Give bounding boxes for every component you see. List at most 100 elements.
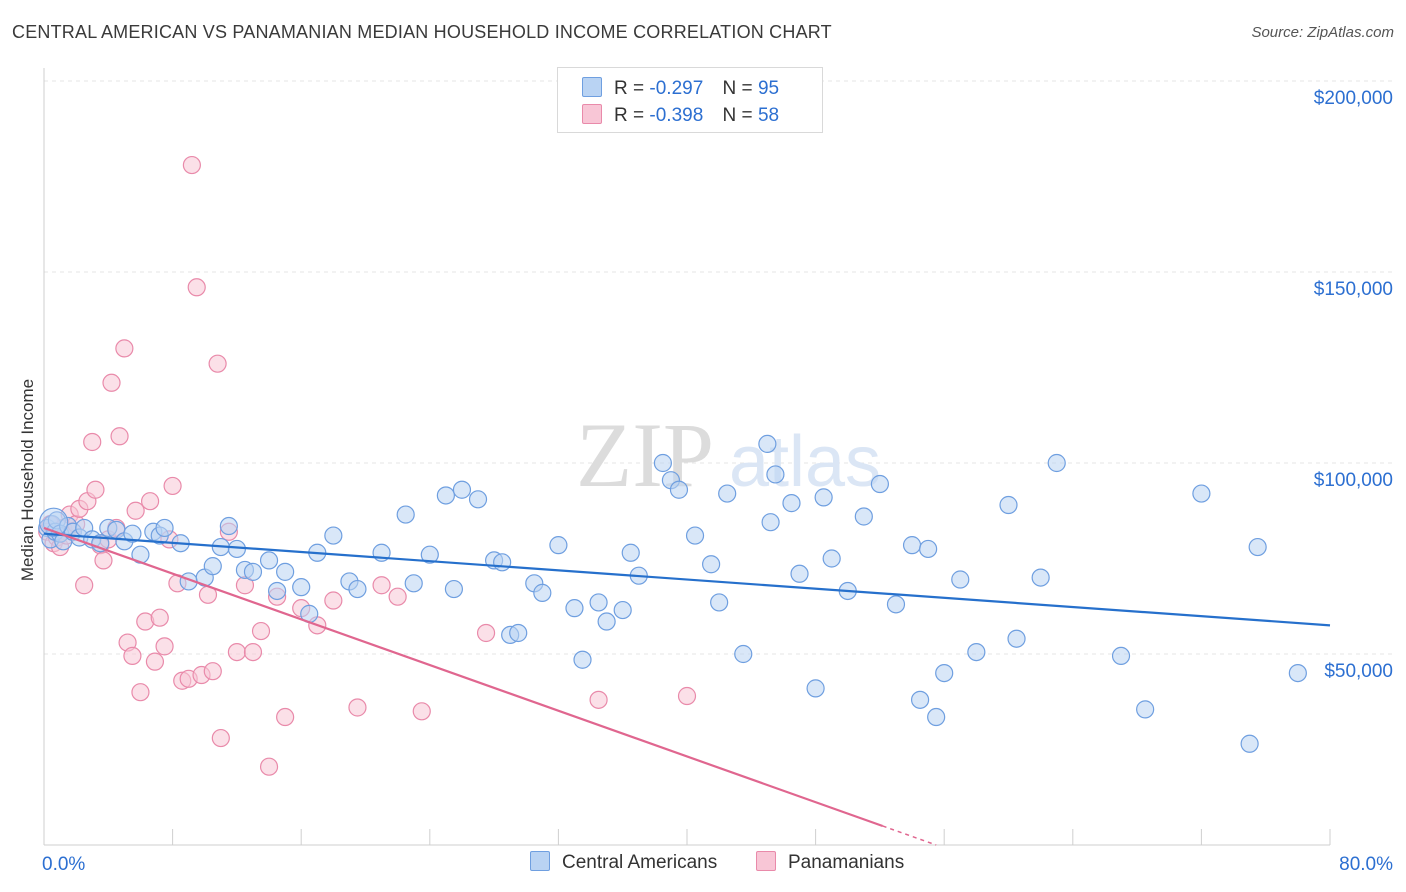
data-point-panamanians <box>145 652 165 671</box>
data-point-central-americans <box>396 505 415 524</box>
data-point-central-americans <box>718 484 737 503</box>
data-point-central-americans <box>854 507 873 526</box>
trend-line-panamanians-extension <box>882 825 937 846</box>
blue-swatch <box>530 851 550 871</box>
data-point-central-americans <box>967 642 986 662</box>
data-point-central-americans <box>573 650 592 669</box>
y-axis-label-wrap: Median Household Income <box>16 190 40 770</box>
r-value: -0.297 <box>649 78 704 99</box>
data-point-central-americans <box>348 579 367 599</box>
data-point-panamanians <box>259 757 279 776</box>
trend-line-central-americans <box>43 532 1331 627</box>
data-point-central-americans <box>227 539 246 559</box>
data-point-central-americans <box>782 494 801 513</box>
blue-swatch <box>582 77 602 97</box>
legend-item-central-americans: Central Americans <box>530 851 717 874</box>
data-point-panamanians <box>131 683 150 702</box>
watermark-atlas: atlas <box>729 422 881 502</box>
data-point-central-americans <box>902 536 922 555</box>
data-point-panamanians <box>388 587 407 606</box>
data-point-central-americans <box>1136 700 1155 719</box>
n-label: N = <box>722 78 753 99</box>
axes <box>43 68 1331 846</box>
n-value: 58 <box>757 105 780 126</box>
data-point-panamanians <box>187 278 206 297</box>
data-point-central-americans <box>597 612 616 631</box>
data-point-panamanians <box>123 646 142 666</box>
data-point-panamanians <box>251 621 271 641</box>
y-axis-label: Median Household Income <box>18 378 37 582</box>
data-point-central-americans <box>951 570 970 589</box>
data-point-panamanians <box>227 642 246 662</box>
pink-swatch <box>582 104 602 124</box>
data-point-panamanians <box>476 623 496 643</box>
data-point-central-americans <box>203 557 222 576</box>
data-point-panamanians <box>86 480 105 499</box>
correlation-legend: R = -0.297 N = 95 R = -0.398 N = 58 <box>557 67 823 133</box>
data-point-panamanians <box>412 702 431 721</box>
data-point-panamanians <box>140 492 160 511</box>
data-point-panamanians <box>324 591 343 610</box>
data-point-central-americans <box>702 555 721 574</box>
data-point-central-americans <box>509 623 528 643</box>
data-point-panamanians <box>208 354 227 373</box>
data-point-central-americans <box>814 488 833 507</box>
data-point-central-americans <box>565 599 584 618</box>
legend-label: Central Americans <box>562 852 718 873</box>
data-point-panamanians <box>276 707 295 727</box>
data-point-panamanians <box>211 728 230 748</box>
n-value: 95 <box>757 78 780 99</box>
data-point-central-americans <box>766 465 785 484</box>
r-label: R = <box>614 105 645 126</box>
data-point-panamanians <box>163 476 182 496</box>
trend-line-panamanians <box>43 526 884 828</box>
data-point-central-americans <box>436 486 455 505</box>
legend-row-panamanians: R = -0.398 N = 58 <box>582 104 779 128</box>
data-point-panamanians <box>155 637 174 656</box>
chart-title: CENTRAL AMERICAN VS PANAMANIAN MEDIAN HO… <box>12 22 832 42</box>
data-point-central-americans <box>761 513 780 532</box>
data-point-central-americans <box>1248 537 1267 557</box>
data-point-panamanians <box>348 698 367 717</box>
data-point-panamanians <box>115 339 134 358</box>
data-point-panamanians <box>589 690 608 709</box>
data-point-central-americans <box>1007 629 1026 648</box>
data-point-panamanians <box>75 576 94 595</box>
data-point-central-americans <box>219 516 238 536</box>
data-point-central-americans <box>935 663 954 683</box>
data-point-central-americans <box>243 562 263 581</box>
data-point-central-americans <box>653 453 672 473</box>
data-point-panamanians <box>150 608 169 627</box>
n-label: N = <box>722 105 753 126</box>
data-point-central-americans <box>404 574 423 593</box>
pink-swatch <box>756 851 776 871</box>
data-point-central-americans <box>790 564 809 583</box>
y-tick-label: $200,000 <box>1314 88 1393 109</box>
data-point-central-americans <box>1288 663 1307 683</box>
watermark-zip: ZIP <box>576 404 714 506</box>
r-label: R = <box>614 78 645 99</box>
data-point-central-americans <box>734 644 753 664</box>
data-point-central-americans <box>927 707 946 727</box>
x-tick-label-min: 0.0% <box>42 854 85 875</box>
source-label: Source: ZipAtlas.com <box>1251 24 1394 41</box>
r-value: -0.398 <box>649 105 704 126</box>
data-point-central-americans <box>710 593 729 612</box>
x-tick-label-max: 80.0% <box>1339 854 1393 875</box>
data-point-central-americans <box>123 524 142 543</box>
data-point-panamanians <box>677 686 697 706</box>
data-point-central-americans <box>999 495 1018 515</box>
data-point-central-americans <box>468 490 488 509</box>
data-point-central-americans <box>1047 453 1066 473</box>
data-point-central-americans <box>324 526 343 545</box>
data-point-central-americans <box>292 578 311 597</box>
data-point-panamanians <box>83 432 102 452</box>
data-point-central-americans <box>919 539 938 559</box>
data-point-central-americans <box>533 583 552 602</box>
data-point-central-americans <box>1240 734 1259 753</box>
data-point-central-americans <box>822 549 841 568</box>
data-point-panamanians <box>126 501 145 520</box>
data-point-central-americans <box>685 526 705 545</box>
data-point-central-americans <box>444 579 464 599</box>
y-tick-label: $50,000 <box>1324 661 1393 682</box>
